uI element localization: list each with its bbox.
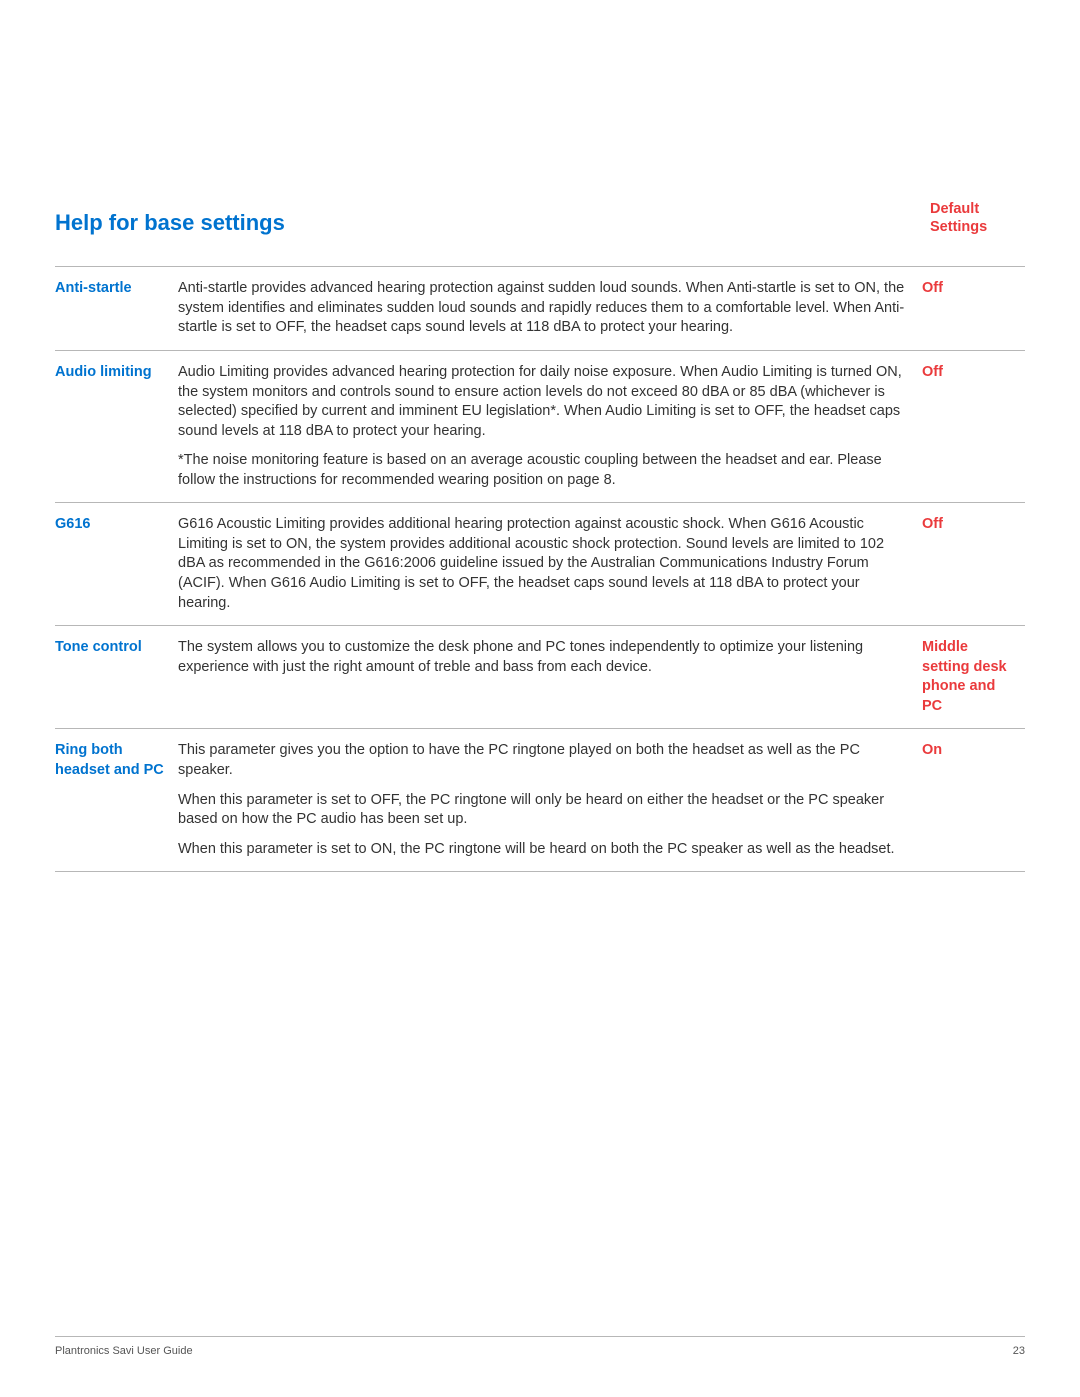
setting-description-paragraph: G616 Acoustic Limiting provides addition… (178, 515, 914, 613)
page-content: Help for base settings Default Settings … (0, 0, 1080, 872)
section-title: Help for base settings (55, 210, 285, 236)
default-heading-line1: Default (930, 201, 979, 217)
settings-tbody: Anti-startleAnti-startle provides advanc… (55, 267, 1025, 872)
setting-description-paragraph: Anti-startle provides advanced hearing p… (178, 279, 914, 338)
table-row: Audio limitingAudio Limiting provides ad… (55, 350, 1025, 502)
setting-name: G616 (55, 503, 178, 626)
setting-description-paragraph: Audio Limiting provides advanced hearing… (178, 363, 914, 441)
setting-description: G616 Acoustic Limiting provides addition… (178, 503, 922, 626)
setting-default: Off (922, 350, 1025, 502)
page-footer: Plantronics Savi User Guide 23 (55, 1336, 1025, 1357)
default-settings-heading: Default Settings (930, 200, 1025, 236)
setting-default: Middle setting desk phone and PC (922, 626, 1025, 729)
footer-guide-title: Plantronics Savi User Guide (55, 1345, 193, 1357)
default-heading-line2: Settings (930, 219, 987, 235)
setting-name: Ring both headset and PC (55, 729, 178, 872)
header-row: Help for base settings Default Settings (55, 200, 1025, 254)
settings-table: Anti-startleAnti-startle provides advanc… (55, 266, 1025, 872)
setting-description-paragraph: When this parameter is set to OFF, the P… (178, 791, 914, 830)
setting-description: Audio Limiting provides advanced hearing… (178, 350, 922, 502)
setting-name: Tone control (55, 626, 178, 729)
setting-name: Anti-startle (55, 267, 178, 351)
table-row: Anti-startleAnti-startle provides advanc… (55, 267, 1025, 351)
setting-default: On (922, 729, 1025, 872)
table-row: Ring both headset and PCThis parameter g… (55, 729, 1025, 872)
setting-name: Audio limiting (55, 350, 178, 502)
setting-description: Anti-startle provides advanced hearing p… (178, 267, 922, 351)
setting-description-paragraph: The system allows you to customize the d… (178, 638, 914, 677)
setting-description: This parameter gives you the option to h… (178, 729, 922, 872)
table-row: G616G616 Acoustic Limiting provides addi… (55, 503, 1025, 626)
table-row: Tone controlThe system allows you to cus… (55, 626, 1025, 729)
setting-default: Off (922, 503, 1025, 626)
setting-description-paragraph: When this parameter is set to ON, the PC… (178, 840, 914, 860)
setting-description-paragraph: This parameter gives you the option to h… (178, 741, 914, 780)
setting-default: Off (922, 267, 1025, 351)
setting-description-paragraph: *The noise monitoring feature is based o… (178, 451, 914, 490)
setting-description: The system allows you to customize the d… (178, 626, 922, 729)
footer-page-number: 23 (1013, 1345, 1025, 1357)
